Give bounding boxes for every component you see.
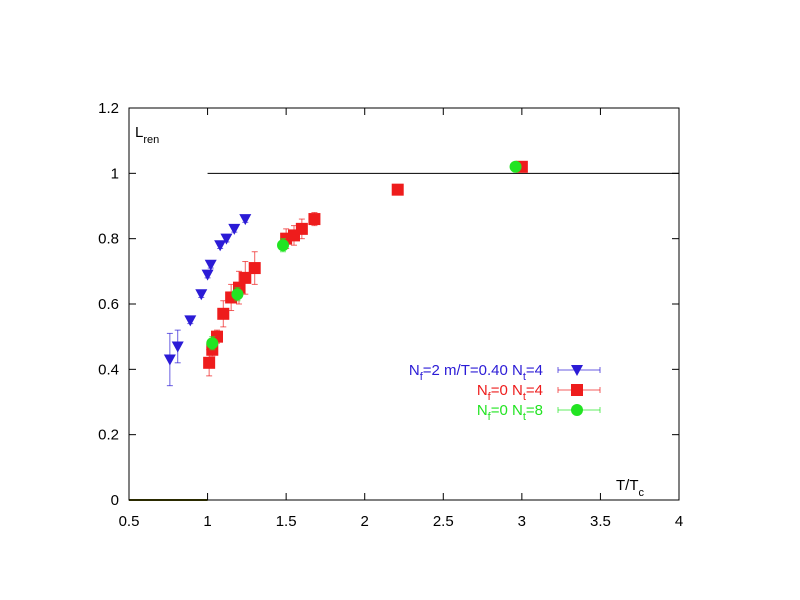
data-point [231,288,244,301]
legend-label-part: t [523,371,526,383]
legend-label-part: t [523,411,526,423]
y-tick-label: 0.4 [98,361,119,378]
series-group [206,160,522,351]
legend-label-part: =8 [526,402,543,419]
legend-label: Nf=0 Nt=4 [477,382,543,403]
data-point [201,269,214,281]
legend-label-part: N [409,362,420,379]
legend-marker [571,365,583,376]
legend-label-part: N [477,382,488,399]
x-tick-label: 1 [203,513,211,530]
x-tick-label: 2 [361,513,369,530]
legend-label-part: f [420,371,424,383]
legend-label-part: =4 [526,362,543,379]
legend-marker [571,384,583,396]
legend-label-part: =0 N [491,402,523,419]
series-group [203,160,528,377]
y-tick-label: 0.6 [98,296,119,313]
data-point [308,213,321,226]
x-tick-label: 4 [675,513,683,530]
data-point [391,183,404,196]
data-point [239,271,252,284]
data-series [163,160,528,387]
legend-label: Nf=0 Nt=8 [477,402,543,423]
legend-label-part: N [477,402,488,419]
data-point [248,262,261,275]
x-tick-label: 3.5 [590,513,611,530]
y-axis-label: Lren [135,124,159,146]
data-point [277,239,289,252]
data-point [228,223,241,235]
legend-label-part: f [488,391,492,403]
data-point [239,214,252,226]
legend: Nf=2 m/T=0.40 Nt=4Nf=0 Nt=4Nf=0 Nt=8 [409,362,601,423]
data-point [163,354,176,366]
y-tick-label: 0 [111,492,119,509]
data-point [509,160,522,173]
x-tick-label: 3 [518,513,526,530]
y-axis-ticks: 0 0.2 0.4 0.6 0.8 1 1.2 [98,100,679,509]
legend-label-part: =0 N [491,382,523,399]
data-point [203,356,216,369]
y-tick-label: 0.8 [98,231,119,248]
legend-label-part: f [488,411,492,423]
legend-label: Nf=2 m/T=0.40 Nt=4 [409,362,543,383]
legend-label-part: t [523,391,526,403]
data-point [171,341,184,353]
data-point [295,222,308,235]
legend-marker [571,404,583,416]
data-point [217,307,230,320]
x-axis-label: T/Tc [616,477,645,499]
x-tick-label: 2.5 [433,513,454,530]
data-point [206,337,219,350]
legend-label-part: =2 m/T=0.40 N [423,362,523,379]
x-tick-label: 0.5 [119,513,140,530]
y-tick-label: 0.2 [98,427,119,444]
data-point [184,315,197,327]
data-point [220,233,233,245]
data-point [214,240,227,252]
data-point [195,289,208,301]
x-tick-label: 1.5 [276,513,297,530]
y-tick-label: 1.2 [98,100,119,117]
series-group [163,214,252,387]
y-tick-label: 1 [111,165,119,182]
plot-frame [128,107,680,501]
legend-label-part: =4 [526,382,543,399]
data-point [204,259,217,271]
x-axis-ticks: 0.5 1 1.5 2 2.5 3 3.5 4 [119,108,683,530]
